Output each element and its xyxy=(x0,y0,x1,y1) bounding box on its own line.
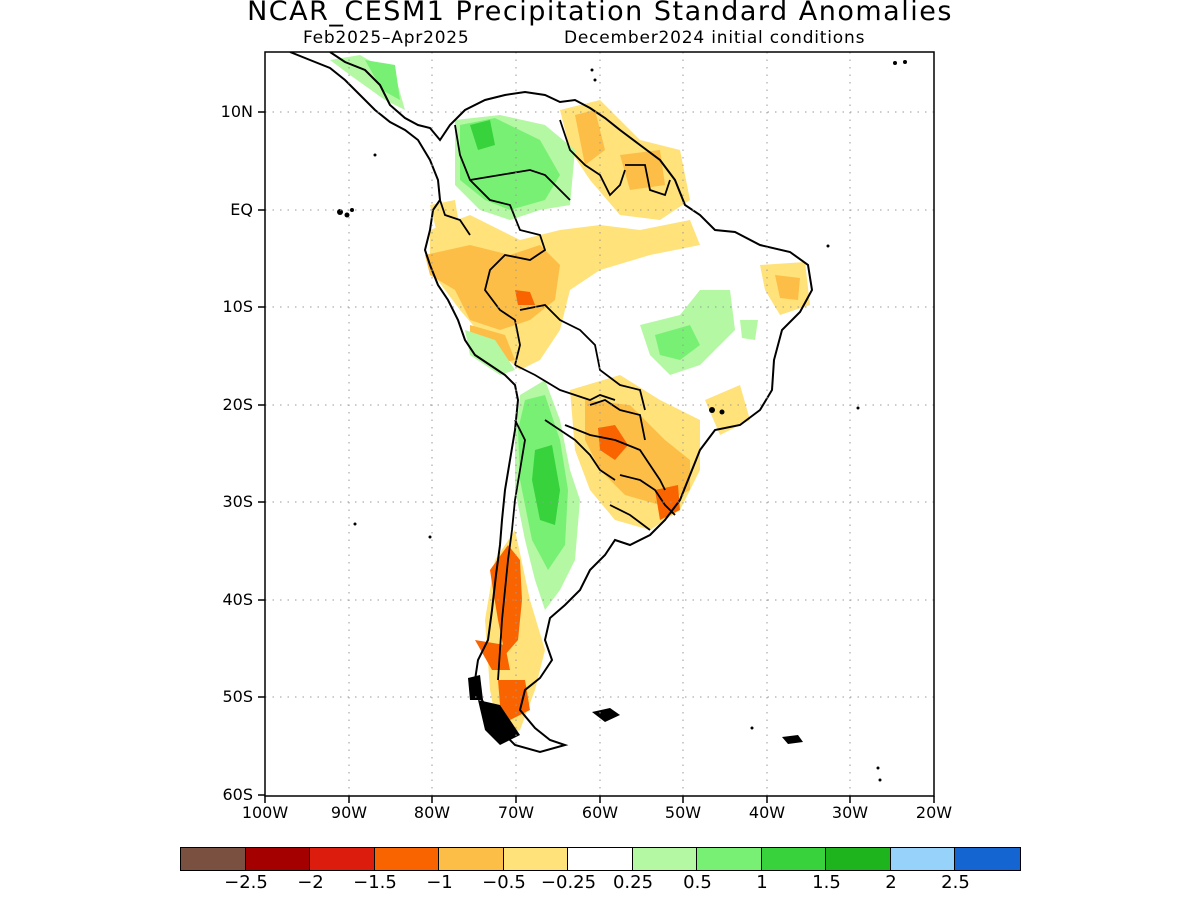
lat-label-30s: 30S xyxy=(222,492,253,511)
colorbar-label-5: −0.25 xyxy=(540,872,597,893)
colorbar-label-9: 1.5 xyxy=(812,872,841,893)
country-borders xyxy=(439,119,676,681)
colorbar-swatch-6 xyxy=(568,848,633,870)
wet-weak-peru-andes xyxy=(465,330,515,375)
colorbar-swatch-3 xyxy=(374,848,439,870)
dry-weak-east-brazil xyxy=(705,385,750,435)
lat-label-eq: EQ xyxy=(230,200,253,219)
forecast-period: Feb2025–Apr2025 xyxy=(303,28,470,48)
coastline xyxy=(289,52,814,754)
wet-strong-argentina xyxy=(532,445,560,525)
colorbar-swatch-7 xyxy=(632,848,697,870)
lon-label-40w: 40W xyxy=(748,803,786,822)
lon-label-80w: 80W xyxy=(413,803,451,822)
colorbar-swatch-0 xyxy=(181,848,246,870)
initial-conditions: December2024 initial conditions xyxy=(564,28,866,48)
lon-label-50w: 50W xyxy=(664,803,702,822)
wet-weak-east-brazil xyxy=(740,320,758,340)
dry-moderate-bahia xyxy=(775,275,800,300)
tick-marks xyxy=(258,111,935,803)
lat-label-50s: 50S xyxy=(222,687,253,706)
lat-label-20s: 20S xyxy=(222,395,253,414)
lon-label-90w: 90W xyxy=(330,803,368,822)
lat-label-10n: 10N xyxy=(220,102,253,121)
dry-strong-tierra xyxy=(498,680,530,720)
colorbar-swatch-1 xyxy=(245,848,310,870)
colorbar xyxy=(180,847,1021,871)
colorbar-swatch-9 xyxy=(761,848,826,870)
colorbar-label-8: 1 xyxy=(756,872,768,893)
colorbar-swatch-12 xyxy=(955,848,1020,870)
colorbar-label-11: 2.5 xyxy=(941,872,970,893)
colorbar-label-3: −1 xyxy=(426,872,453,893)
lat-label-40s: 40S xyxy=(222,590,253,609)
dry-strong-peru xyxy=(515,290,535,305)
lon-label-70w: 70W xyxy=(497,803,535,822)
colorbar-label-2: −1.5 xyxy=(353,872,397,893)
dry-moderate-guyana xyxy=(575,110,605,165)
colorbar-label-7: 0.5 xyxy=(683,872,712,893)
colorbar-label-0: −2.5 xyxy=(224,872,268,893)
colorbar-swatch-8 xyxy=(697,848,762,870)
dry-weak-ecuador xyxy=(430,200,460,245)
colorbar-swatch-2 xyxy=(310,848,375,870)
map-title: NCAR_CESM1 Precipitation Standard Anomal… xyxy=(247,0,953,27)
colorbar-swatch-10 xyxy=(826,848,891,870)
colorbar-swatch-4 xyxy=(439,848,504,870)
dry-moderate-suriname xyxy=(620,150,665,190)
colorbar-label-10: 2 xyxy=(885,872,897,893)
colorbar-label-6: 0.25 xyxy=(612,872,654,893)
colorbar-label-4: −0.5 xyxy=(482,872,526,893)
lat-label-60s: 60S xyxy=(222,785,253,804)
dry-strong-paraguay xyxy=(598,425,628,460)
colorbar-swatch-5 xyxy=(503,848,568,870)
lon-label-30w: 30W xyxy=(831,803,869,822)
colorbar-label-1: −2 xyxy=(297,872,324,893)
wet-moderate-central-america xyxy=(365,60,400,100)
islands xyxy=(337,60,907,782)
lon-label-20w: 20W xyxy=(915,803,953,822)
colorbar-swatch-11 xyxy=(890,848,955,870)
lon-label-60w: 60W xyxy=(581,803,619,822)
wet-strong-colombia xyxy=(470,120,495,150)
wet-moderate-central-brazil xyxy=(655,325,700,360)
lat-label-10s: 10S xyxy=(222,297,253,316)
lon-label-100w: 100W xyxy=(241,803,289,822)
dry-strong-south-brazil xyxy=(655,485,680,520)
